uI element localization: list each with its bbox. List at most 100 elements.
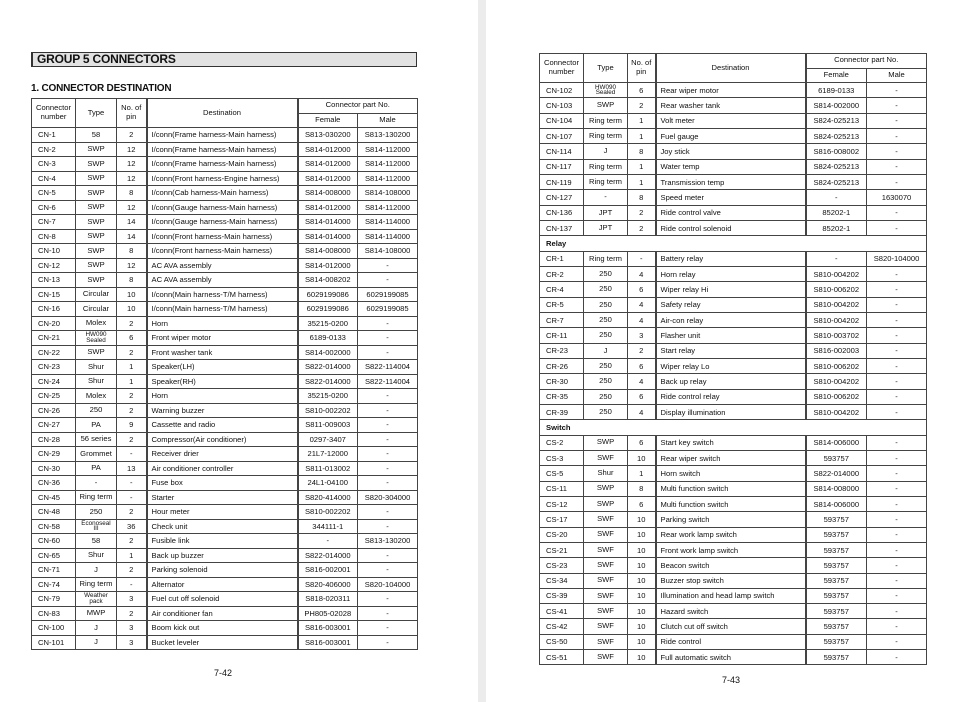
male-part-no: S814-114000 [356,228,419,244]
female-part-no: S814-012000 [297,199,358,215]
female-part-no: 593757 [805,541,867,559]
pin-count: 8 [116,272,148,288]
destination: Receiver drier [146,446,299,462]
destination: Start key switch [655,434,807,451]
male-part-no: S814-108000 [356,185,419,201]
male-part-no: - [356,344,419,360]
pin-count: 1 [627,173,657,191]
pin-count: 9 [116,417,148,433]
female-part-no: S810-004202 [805,403,867,421]
destination: Full automatic switch [655,649,807,666]
page-number: 7-42 [214,668,233,678]
male-part-no: - [865,219,928,237]
male-part-no: - [865,311,928,329]
destination: Wiper relay Lo [655,357,807,375]
table-row: CR-30 250 4 Back up relay S810-004202- [539,373,928,390]
connector-type: SWP [75,257,117,273]
connector-number: CN-117 [539,158,584,175]
pin-count: 8 [627,189,657,206]
pin-count: 12 [116,257,148,273]
male-part-no: - [865,541,928,559]
male-part-no: - [865,465,928,482]
pin-count: 3 [116,634,148,650]
female-part-no: S811-013002 [297,460,358,476]
connector-number: CR-5 [539,296,584,313]
pin-count: 3 [116,591,148,607]
table-row: CS-41 SWF 10 Hazard switch 593757- [539,603,928,620]
male-part-no: S813-130200 [356,127,419,143]
male-part-no: - [865,572,928,589]
destination: Front work lamp switch [655,541,807,559]
pin-count: 1 [116,373,148,389]
male-part-no: S814-114000 [356,214,419,230]
female-part-no: S810-006202 [805,281,867,298]
pin-count: 14 [116,214,148,230]
connector-type: 250 [75,402,117,418]
connector-number: CN-104 [539,112,584,129]
connector-type: 250 [583,311,628,329]
destination: I/conn(Gauge harness-Main harness) [146,199,299,215]
connector-number: CS-50 [539,633,584,651]
table-row: CN-117 Ring term 1 Water temp S824-025213- [539,158,928,175]
table-row: CS-42 SWF 10 Clutch cut off switch 593757- [539,618,928,635]
connector-number: CS-21 [539,541,584,559]
destination: Rear work lamp switch [655,526,807,543]
pin-count: 12 [116,141,148,157]
male-part-no: - [865,112,928,129]
header-part-no: Connector part No. [296,98,419,114]
connector-type: Ring term [75,489,117,505]
destination: Fuel cut off solenoid [146,591,299,607]
pin-count: 4 [627,296,657,313]
table-row: CS-51 SWF 10 Full automatic switch 593757- [539,649,928,666]
destination: I/conn(Front harness-Main harness) [146,243,299,259]
female-part-no: S824-025213 [805,127,867,145]
connector-type: Ring term [583,158,628,175]
destination: Air-con relay [655,311,807,329]
destination: Bucket leveler [146,634,299,650]
female-part-no: S810-004202 [805,311,867,329]
female-part-no: 593757 [805,649,867,666]
female-part-no: S816-003001 [297,634,358,650]
destination: Start relay [655,342,807,359]
connector-type: PA [75,460,117,476]
connector-type: SWF [583,557,628,574]
destination: Front wiper motor [146,330,299,346]
connector-number: CN-83 [31,605,76,621]
connector-type: SWP [75,170,117,186]
female-part-no: S810-006202 [805,388,867,405]
male-part-no: S820-304000 [356,489,419,505]
connector-number: CN-28 [31,431,76,447]
table-row: CN-27 PA 9 Cassette and radio S811-009003- [31,417,419,433]
connector-type: SWP [75,199,117,215]
table-row: CN-3 SWP 12 I/conn(Frame harness-Main harne… [31,156,419,172]
female-part-no: 6189-0133 [805,81,867,99]
female-part-no: 24L1-04100 [297,475,358,491]
male-part-no: - [865,557,928,574]
header-pins: No. of pin [627,53,657,83]
page-gutter [478,0,486,702]
female-part-no: 593757 [805,572,867,589]
pin-count: 10 [627,618,657,635]
female-part-no: 593757 [805,603,867,620]
connector-type: Shur [75,547,117,563]
male-part-no: - [865,357,928,375]
table-row: CN-136 JPT 2 Ride control valve 85202-1- [539,204,928,221]
table-row: CN-6 SWP 12 I/conn(Gauge harness-Main harne… [31,199,419,215]
connector-number: CN-60 [31,533,76,549]
male-part-no: S814-112000 [356,199,419,215]
destination: I/conn(Gauge harness-Main harness) [146,214,299,230]
pin-count: 1 [116,359,148,375]
connector-number: CS-20 [539,526,584,543]
connector-number: CN-71 [31,562,76,578]
pin-count: 1 [627,127,657,145]
female-part-no: 593757 [805,557,867,574]
connector-number: CN-58 [31,518,76,534]
male-part-no: - [865,511,928,528]
connector-type: PA [75,417,117,433]
connector-number: CS-17 [539,511,584,528]
table-row: CS-20 SWF 10 Rear work lamp switch 593757- [539,526,928,543]
pin-count: 10 [627,587,657,605]
connector-number: CN-25 [31,388,76,404]
table-row: CS-21 SWF 10 Front work lamp switch 593757- [539,541,928,559]
female-part-no: S816-002001 [297,562,358,578]
